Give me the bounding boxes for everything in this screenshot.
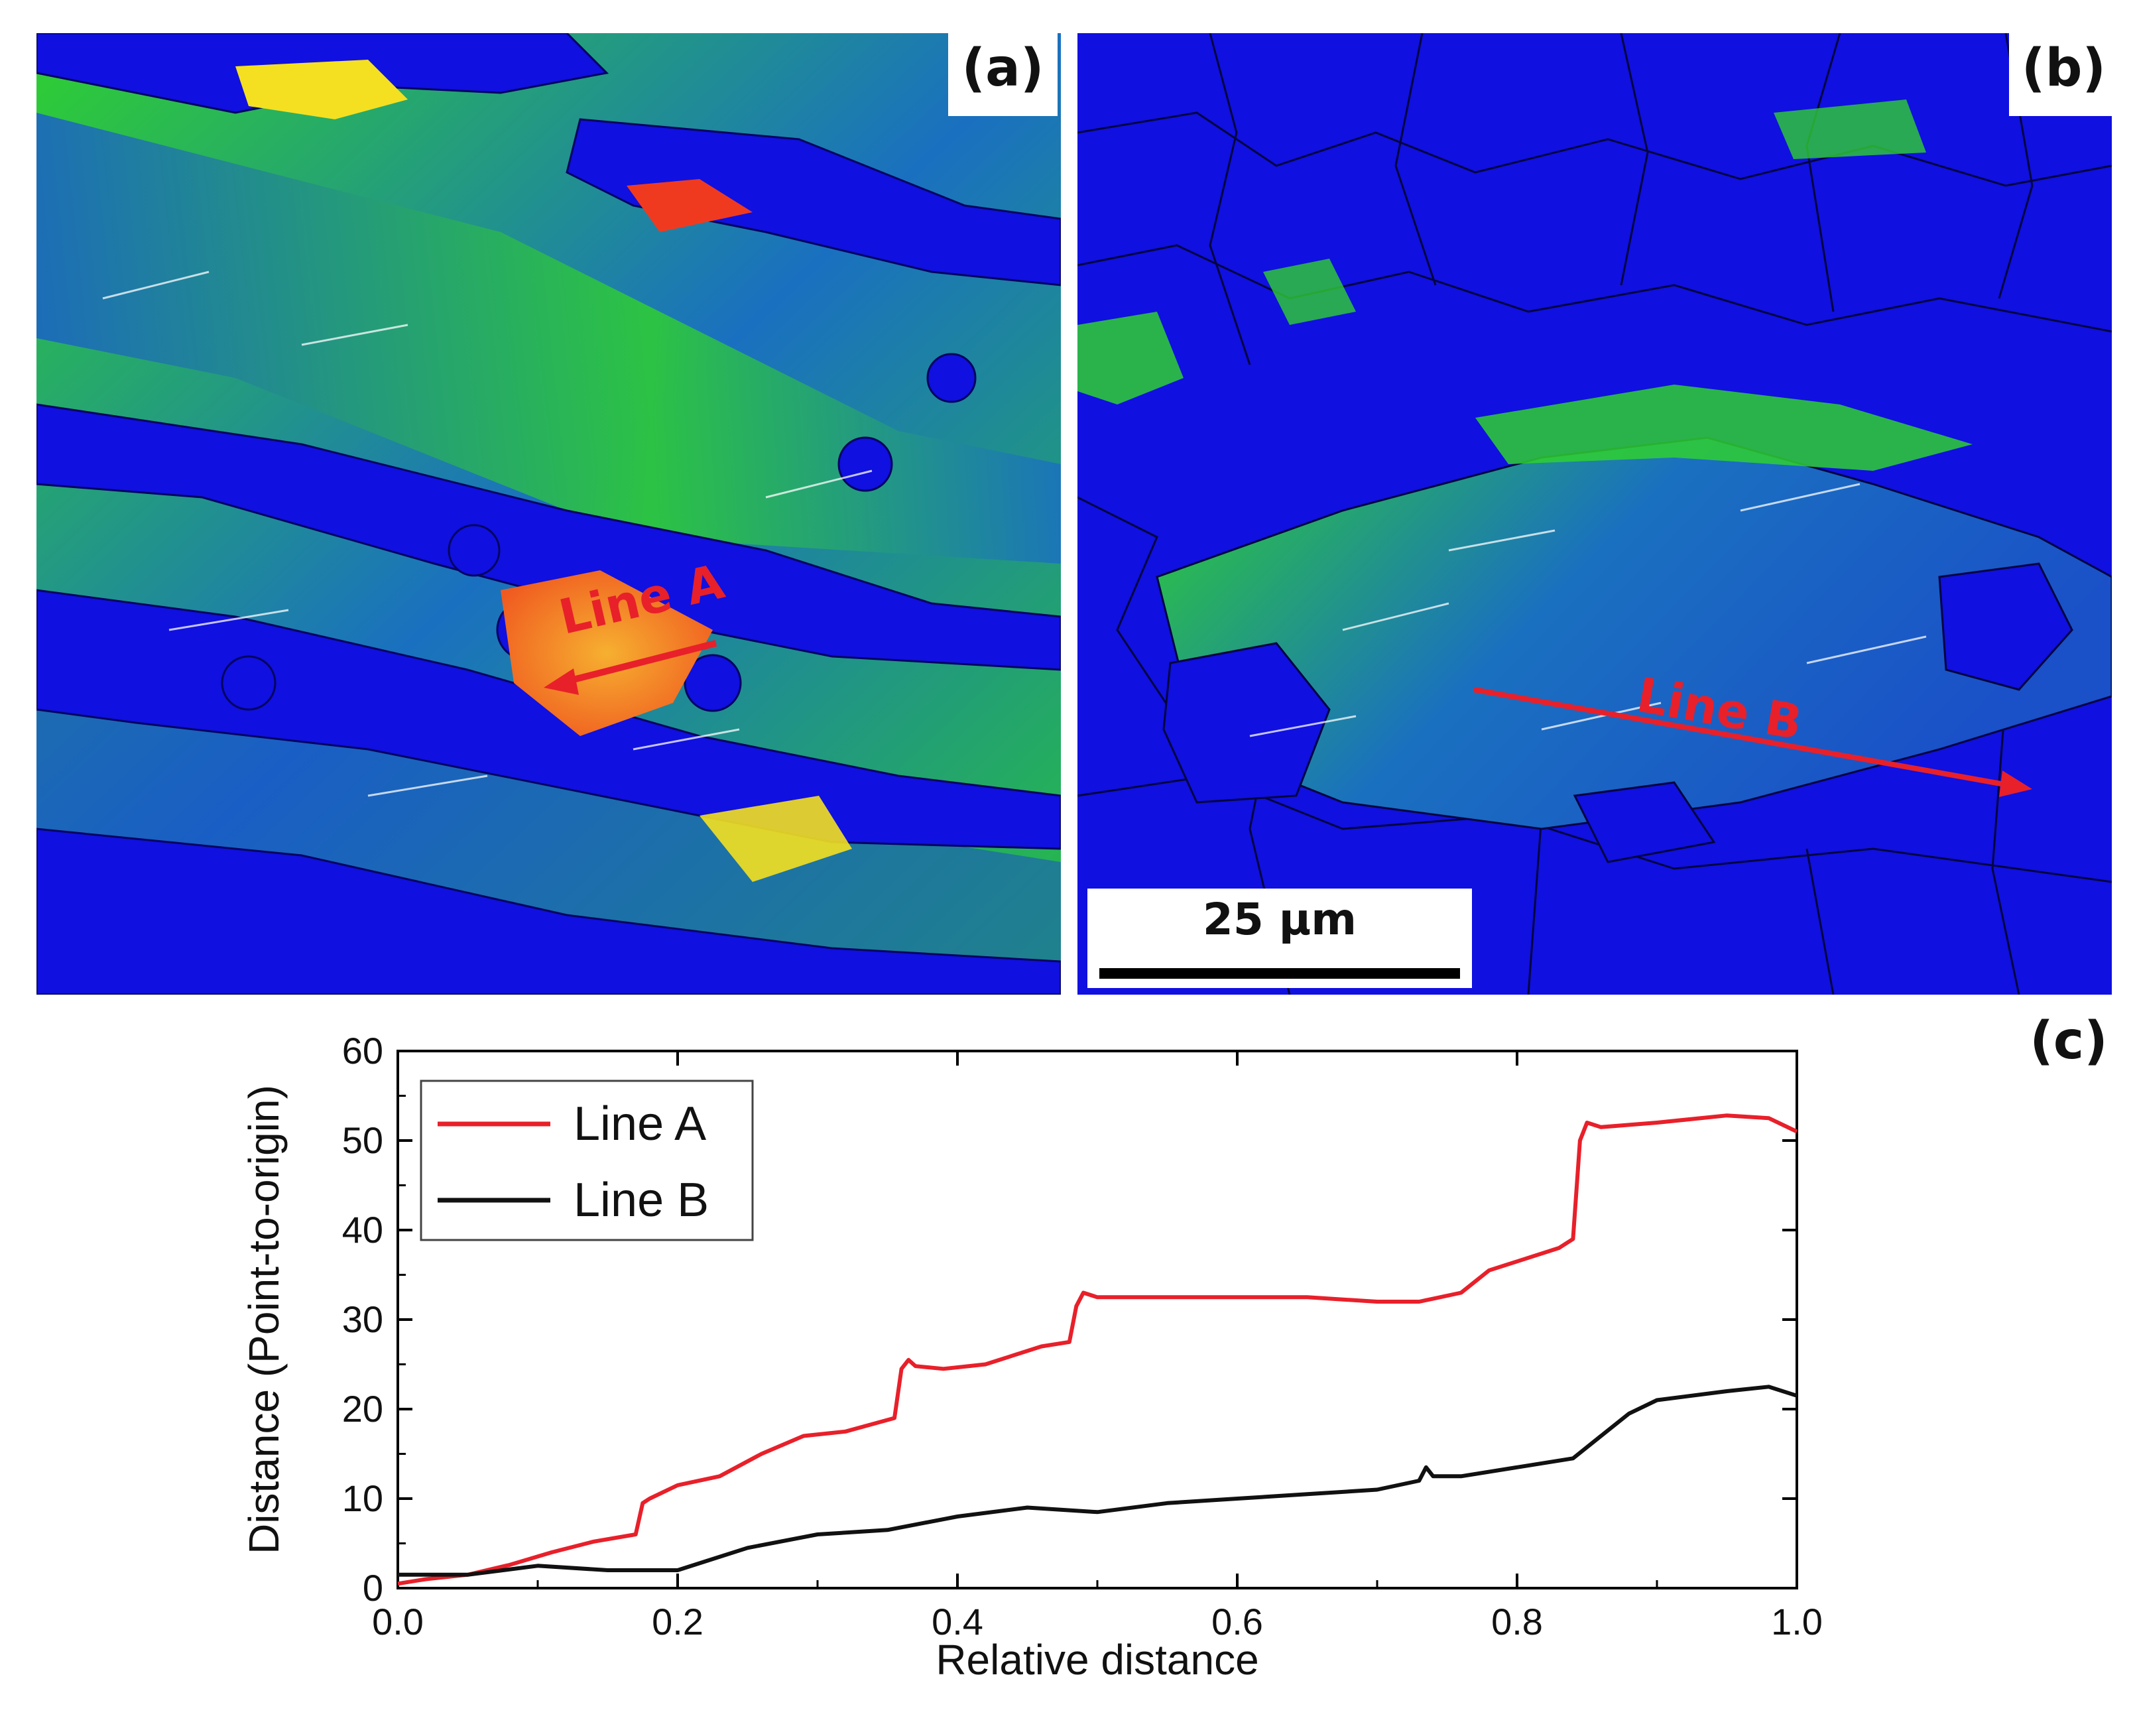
legend-label: Line A: [574, 1097, 706, 1150]
x-tick-label: 0.8: [1491, 1601, 1543, 1643]
y-axis-label: Distance (Point-to-origin): [240, 1085, 288, 1554]
map-panel-b: Line B 25 µm: [1077, 33, 2112, 995]
y-tick-label: 60: [342, 1030, 383, 1072]
panel-label-b: (b): [2009, 20, 2118, 116]
x-axis-label: Relative distance: [936, 1636, 1258, 1684]
series-line-line-b: [398, 1385, 1798, 1577]
x-tick-label: 1.0: [1771, 1601, 1823, 1643]
panel-label-c: (c): [2022, 1001, 2115, 1081]
y-tick-label: 20: [342, 1388, 383, 1430]
y-tick-label: 10: [342, 1477, 383, 1519]
x-tick-label: 0.0: [372, 1601, 424, 1643]
x-tick-label: 0.4: [932, 1601, 983, 1643]
x-tick-label: 0.2: [652, 1601, 703, 1643]
x-tick-label: 0.6: [1211, 1601, 1263, 1643]
line-a-arrow: [544, 640, 717, 695]
line-profile-chart: 0.0 0.2 0.4 0.6 0.8 1.0 0 10 20 30 40 50 60 Relative …: [240, 1030, 1823, 1684]
y-tick-label: 50: [342, 1119, 383, 1161]
map-a-image: [36, 33, 1061, 995]
scale-bar-label: 25 µm: [1202, 894, 1357, 945]
y-tick-label: 40: [342, 1209, 383, 1251]
series-line-line-a: [397, 1113, 1798, 1586]
map-panel-a: Line A: [36, 33, 1061, 995]
scale-bar: 25 µm: [1087, 889, 1472, 988]
map-b-image: [1077, 33, 2112, 995]
legend: Line A Line B: [420, 1080, 754, 1241]
y-tick-label: 30: [342, 1298, 383, 1340]
legend-box: [420, 1080, 754, 1241]
panel-label-a: (a): [948, 20, 1058, 116]
scale-bar-line: [1099, 968, 1460, 979]
line-b-arrow: [1473, 687, 2032, 797]
legend-label: Line B: [574, 1174, 709, 1227]
y-tick-label: 0: [363, 1567, 383, 1609]
